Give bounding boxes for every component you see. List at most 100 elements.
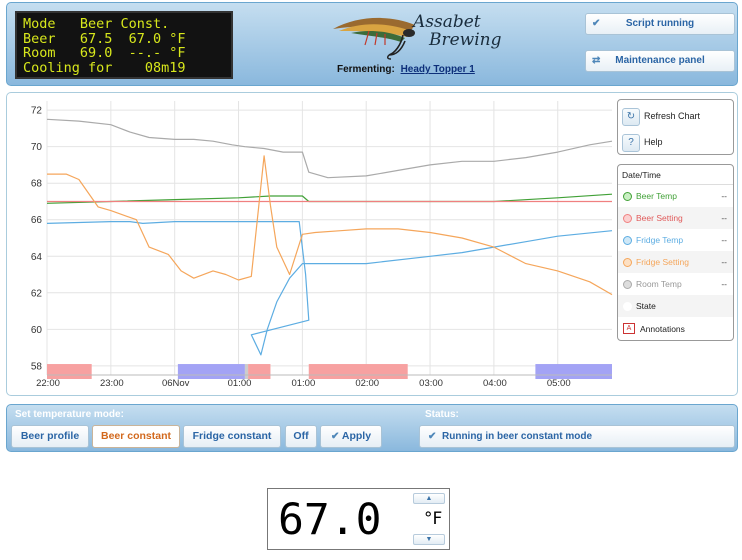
legend-dot (623, 280, 632, 289)
y-tick-label: 58 (31, 361, 43, 372)
series-line-fridge-temp (46, 221, 613, 356)
check-icon: ✔ (592, 18, 601, 29)
fermenting-label: Fermenting: (337, 64, 395, 75)
lcd-line-1: Mode Beer Const. (23, 16, 170, 32)
refresh-chart-label: Refresh Chart (644, 111, 701, 121)
apply-button[interactable]: ✔ Apply (320, 425, 382, 448)
setpoint-increase-button[interactable]: ▲ (413, 493, 445, 504)
series-line-room-temp (46, 118, 613, 179)
legend-value: -- (721, 279, 727, 289)
lcd-line-2: Beer 67.5 67.0 °F (23, 30, 186, 47)
annotation-icon: A (623, 323, 635, 334)
setpoint-decrease-button[interactable]: ▼ (413, 534, 445, 545)
logo-text-line-2: Brewing (429, 30, 502, 50)
legend-label: Beer Temp (636, 191, 677, 201)
setpoint-widget: 67.0 °F ▲ ▼ (267, 488, 450, 550)
fermenting-line: Fermenting: Heady Topper 1 (337, 64, 475, 75)
y-tick-label: 66 (31, 215, 43, 226)
x-tick-label: 02:00 (355, 378, 379, 389)
check-icon: ✔ (428, 431, 437, 442)
legend-label: State (636, 301, 656, 311)
x-tick-label: 23:00 (100, 378, 124, 389)
help-icon: ? (622, 133, 640, 152)
off-button[interactable]: Off (285, 425, 317, 448)
script-running-button[interactable]: ✔ Script running (585, 13, 735, 35)
legend-value: -- (721, 257, 727, 267)
legend-dot (623, 258, 632, 267)
status-text: Running in beer constant mode (442, 431, 593, 442)
state-band (47, 364, 92, 379)
help-button[interactable]: ? Help (622, 132, 663, 152)
y-tick-label: 60 (31, 325, 43, 336)
beer-constant-button[interactable]: Beer constant (92, 425, 180, 448)
chart-controls: ↻ Refresh Chart ? Help (617, 99, 734, 155)
logo-wordmark: Assabet Brewing (413, 13, 502, 49)
maintenance-panel-label: Maintenance panel (615, 55, 705, 66)
status-title: Status: (425, 409, 459, 420)
x-tick-label: 01:00 (291, 378, 315, 389)
chevron-up-icon: ▲ (425, 495, 433, 502)
status-indicator: ✔ Running in beer constant mode (419, 425, 735, 448)
x-tick-label: 06Nov (162, 378, 190, 389)
state-band (248, 364, 271, 379)
help-label: Help (644, 137, 663, 147)
legend-value: -- (721, 213, 727, 223)
link-icon: ⇄ (592, 55, 601, 66)
x-tick-label: 22:00 (36, 378, 60, 389)
temperature-chart[interactable]: 58 60 62 64 66 68 70 72 22:00 23:00 06Nov 01:00 01:0… (7, 93, 617, 397)
y-tick-label: 68 (31, 179, 43, 190)
legend-label: Beer Setting (636, 213, 683, 223)
refresh-icon: ↻ (622, 107, 640, 126)
y-tick-label: 64 (31, 252, 43, 263)
legend-item-beer-temp[interactable]: Beer Temp -- (618, 185, 733, 207)
legend-label: Room Temp (636, 279, 682, 289)
chevron-down-icon: ▼ (425, 536, 433, 543)
chart-panel: 58 60 62 64 66 68 70 72 22:00 23:00 06Nov 01:00 01:0… (6, 92, 738, 396)
beer-profile-button[interactable]: Beer profile (11, 425, 89, 448)
legend-item-annotations[interactable]: A Annotations (618, 318, 733, 340)
mode-panel-title: Set temperature mode: (15, 409, 124, 420)
legend-item-fridge-setting[interactable]: Fridge Setting -- (618, 251, 733, 273)
chart-legend: Date/Time Beer Temp -- Beer Setting -- F… (617, 164, 734, 341)
legend-dot (623, 302, 632, 311)
lcd-line-3: Room 69.0 --.- °F (23, 45, 186, 61)
legend-label: Fridge Setting (636, 257, 689, 267)
legend-label: Fridge Temp (636, 235, 684, 245)
state-band (244, 364, 249, 379)
fishing-fly-logo-icon (333, 17, 415, 60)
beer-name-link[interactable]: Heady Topper 1 (400, 64, 475, 75)
legend-value: -- (721, 191, 727, 201)
header-bar: Mode Beer Const. Beer 67.5 67.0 °F Room 69… (6, 2, 738, 86)
state-band (308, 364, 408, 379)
x-tick-label: 04:00 (483, 378, 507, 389)
series-line-beer-temp (46, 193, 613, 204)
mode-panel: Set temperature mode: Status: Beer profi… (6, 404, 738, 452)
setpoint-unit: °F (424, 509, 443, 529)
legend-item-state[interactable]: State (618, 295, 733, 317)
legend-value: -- (721, 235, 727, 245)
legend-item-room-temp[interactable]: Room Temp -- (618, 273, 733, 295)
y-tick-label: 62 (31, 288, 43, 299)
legend-dot (623, 214, 632, 223)
refresh-chart-button[interactable]: ↻ Refresh Chart (622, 106, 700, 126)
logo-text-line-1: Assabet (413, 12, 481, 32)
legend-label: Annotations (640, 324, 685, 334)
legend-dot (623, 236, 632, 245)
setpoint-value[interactable]: 67.0 (278, 495, 382, 545)
fridge-constant-button[interactable]: Fridge constant (183, 425, 281, 448)
x-tick-label: 03:00 (419, 378, 443, 389)
lcd-display: Mode Beer Const. Beer 67.5 67.0 °F Room 69… (15, 11, 233, 79)
legend-item-fridge-temp[interactable]: Fridge Temp -- (618, 229, 733, 251)
legend-date-time: Date/Time (618, 165, 733, 185)
maintenance-panel-button[interactable]: ⇄ Maintenance panel (585, 50, 735, 72)
check-icon: ✔ (330, 431, 340, 442)
lcd-line-4: Cooling for 08m19 (23, 59, 186, 76)
y-tick-label: 70 (31, 142, 43, 153)
script-running-label: Script running (625, 18, 695, 29)
legend-dot (623, 192, 632, 201)
legend-item-beer-setting[interactable]: Beer Setting -- (618, 207, 733, 229)
state-band (535, 364, 612, 379)
state-band (177, 364, 245, 379)
series-line-fridge-setting (47, 155, 613, 296)
x-tick-label: 05:00 (547, 378, 571, 389)
